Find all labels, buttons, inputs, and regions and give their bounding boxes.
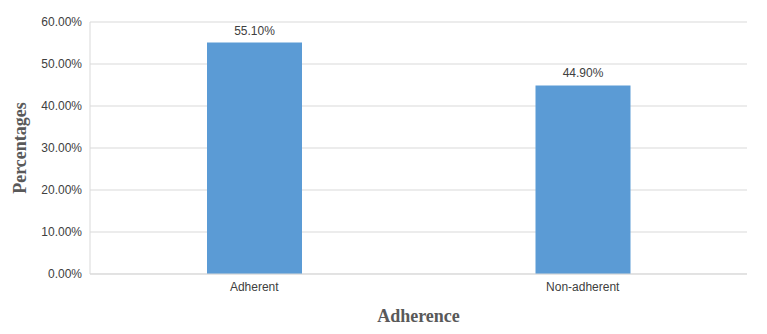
svg-text:50.00%: 50.00% bbox=[41, 57, 82, 71]
svg-text:44.90%: 44.90% bbox=[563, 66, 604, 80]
svg-text:Non-adherent: Non-adherent bbox=[546, 280, 620, 294]
svg-text:30.00%: 30.00% bbox=[41, 141, 82, 155]
svg-text:Percentages: Percentages bbox=[10, 102, 30, 194]
svg-text:55.10%: 55.10% bbox=[234, 24, 275, 38]
svg-text:20.00%: 20.00% bbox=[41, 183, 82, 197]
svg-text:Adherent: Adherent bbox=[230, 280, 279, 294]
svg-text:10.00%: 10.00% bbox=[41, 225, 82, 239]
svg-text:60.00%: 60.00% bbox=[41, 15, 82, 29]
svg-text:40.00%: 40.00% bbox=[41, 99, 82, 113]
svg-text:0.00%: 0.00% bbox=[48, 267, 82, 281]
svg-text:Adherence: Adherence bbox=[377, 306, 460, 326]
